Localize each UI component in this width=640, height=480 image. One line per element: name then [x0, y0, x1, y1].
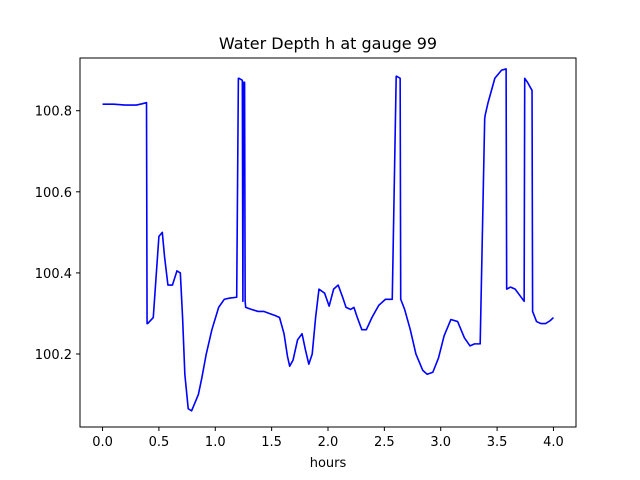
series-line-0 [102, 68, 555, 412]
x-tick-label: 1.0 [205, 435, 226, 450]
y-axis-ticks: 100.2 100.4 100.6 100.8 [35, 105, 80, 363]
x-axis-ticks: 0.0 0.5 1.0 1.5 2.0 2.5 3.0 3.5 4.0 [92, 427, 564, 450]
x-tick-label: 0.5 [149, 435, 170, 450]
x-tick-label: 2.0 [318, 435, 339, 450]
x-tick-label: 3.0 [430, 435, 451, 450]
chart-title: Water Depth h at gauge 99 [219, 34, 437, 53]
x-tick-label: 4.0 [543, 435, 564, 450]
y-tick-label: 100.4 [35, 267, 72, 282]
x-tick-label: 2.5 [374, 435, 395, 450]
y-tick-label: 100.2 [35, 348, 72, 363]
y-tick-label: 100.6 [35, 186, 72, 201]
series-layer [102, 68, 555, 412]
y-tick-label: 100.8 [35, 105, 72, 120]
x-tick-label: 1.5 [261, 435, 282, 450]
x-tick-label: 3.5 [487, 435, 508, 450]
x-axis-label: hours [310, 456, 347, 471]
x-tick-label: 0.0 [92, 435, 113, 450]
